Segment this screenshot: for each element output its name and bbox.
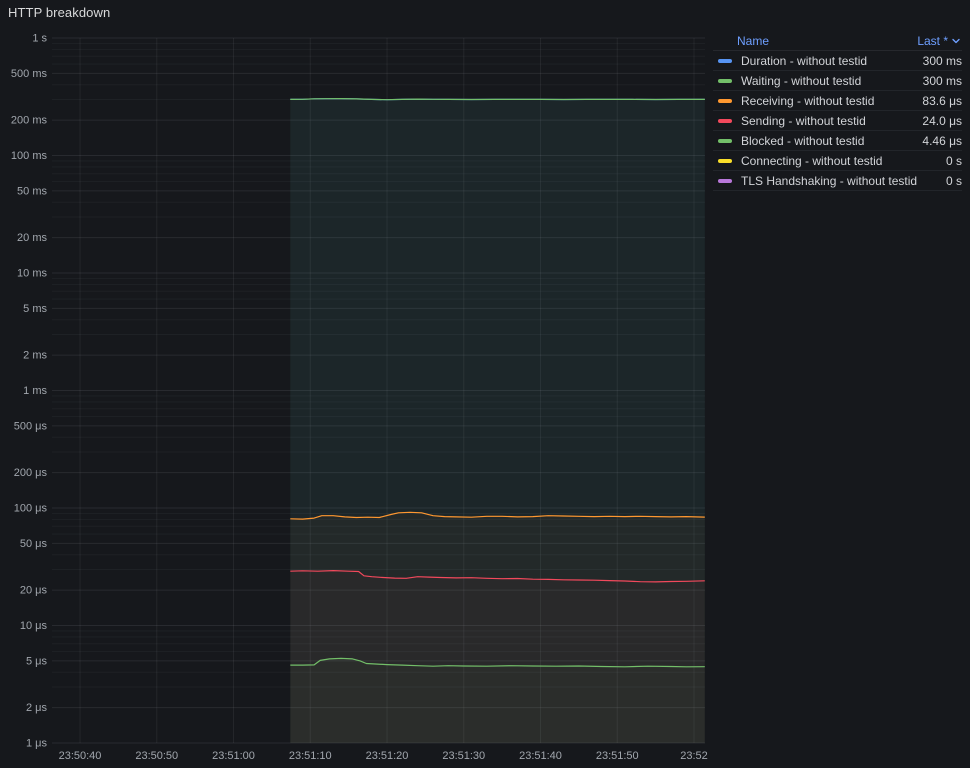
x-tick-label: 23:51:50 (596, 750, 639, 762)
y-tick-label: 200 μs (14, 467, 48, 479)
y-tick-label: 50 ms (17, 185, 47, 197)
series-name[interactable]: Connecting - without testid (741, 153, 883, 168)
series-last-value: 300 ms (922, 73, 962, 88)
legend-sort-last-label: Last * (917, 33, 948, 48)
series-line-waiting (290, 98, 705, 101)
series-last-value: 24.0 μs (922, 113, 962, 128)
legend-row[interactable]: Waiting - without testid 300 ms (713, 71, 962, 91)
y-tick-label: 5 μs (26, 655, 48, 667)
series-color-swatch (718, 138, 732, 143)
series-name[interactable]: Duration - without testid (741, 53, 868, 68)
y-tick-label: 200 ms (11, 115, 48, 127)
grid-vertical (79, 38, 695, 743)
y-tick-label: 100 ms (11, 150, 48, 162)
series-last-value: 300 ms (922, 53, 962, 68)
series-name[interactable]: Blocked - without testid (741, 133, 865, 148)
series-name[interactable]: Receiving - without testid (741, 93, 875, 108)
legend-row[interactable]: TLS Handshaking - without testid 0 s (713, 171, 962, 191)
series-name[interactable]: Waiting - without testid (741, 73, 862, 88)
y-tick-label: 1 s (32, 33, 47, 45)
x-tick-label: 23:51:00 (212, 750, 255, 762)
y-tick-label: 500 ms (11, 68, 48, 80)
legend-row[interactable]: Blocked - without testid 4.46 μs (713, 131, 962, 151)
chevron-down-icon (952, 38, 960, 43)
legend-table: Name Last * Duration - without testid 300… (713, 31, 962, 191)
series-last-value: 0 s (945, 173, 962, 188)
legend-header: Name Last * (713, 31, 962, 51)
x-tick-label: 23:51:20 (366, 750, 409, 762)
x-tick-label: 23:51:30 (442, 750, 485, 762)
x-tick-label: 23:52 (680, 750, 708, 762)
series-fill-blocked (290, 658, 705, 743)
series-color-swatch (718, 78, 732, 83)
x-tick-label: 23:51:40 (519, 750, 562, 762)
legend-row[interactable]: Connecting - without testid 0 s (713, 151, 962, 171)
series-last-value: 0 s (945, 153, 962, 168)
legend-row[interactable]: Duration - without testid 300 ms (713, 51, 962, 71)
legend-sort-name[interactable]: Name (737, 33, 770, 48)
series-color-swatch (718, 158, 732, 163)
y-tick-label: 100 μs (14, 503, 48, 515)
y-tick-label: 1 ms (23, 385, 47, 397)
panel-title[interactable]: HTTP breakdown (8, 5, 111, 20)
y-tick-label: 10 ms (17, 268, 47, 280)
x-axis-labels: 23:50:40 23:50:50 23:51:00 23:51:10 23:51:20… (59, 750, 708, 762)
y-tick-label: 20 ms (17, 232, 47, 244)
y-tick-label: 1 μs (26, 738, 48, 750)
series-name[interactable]: TLS Handshaking - without testid (741, 173, 918, 188)
series-line-sending (290, 570, 705, 583)
series-color-swatch (718, 58, 732, 63)
y-tick-label: 50 μs (20, 538, 48, 550)
legend-row[interactable]: Receiving - without testid 83.6 μs (713, 91, 962, 111)
y-tick-label: 500 μs (14, 420, 48, 432)
y-tick-label: 2 μs (26, 702, 48, 714)
y-tick-label: 2 ms (23, 350, 47, 362)
y-axis-labels: 1 s 500 ms 200 ms 100 ms 50 ms 20 ms 10 ms 5 ms… (11, 33, 48, 750)
x-tick-label: 23:50:50 (135, 750, 178, 762)
series-color-swatch (718, 98, 732, 103)
legend-sort-last[interactable]: Last * (917, 34, 962, 48)
legend-row[interactable]: Sending - without testid 24.0 μs (713, 111, 962, 131)
grid-horizontal (52, 37, 705, 744)
series-last-value: 83.6 μs (922, 93, 962, 108)
series-fill-waiting (290, 98, 705, 744)
x-tick-label: 23:51:10 (289, 750, 332, 762)
y-tick-label: 20 μs (20, 585, 48, 597)
series-fill-duration (290, 98, 705, 744)
series-last-value: 4.46 μs (922, 133, 962, 148)
y-tick-label: 5 ms (23, 303, 47, 315)
series-name[interactable]: Sending - without testid (741, 113, 866, 128)
series-line-receiving (290, 511, 705, 520)
series-color-swatch (718, 178, 732, 183)
legend-rows: Duration - without testid 300 ms Waiting -… (713, 51, 962, 191)
series-fills (290, 98, 705, 744)
series-line-blocked (290, 657, 705, 668)
y-tick-label: 10 μs (20, 620, 48, 632)
series-color-swatch (718, 118, 732, 123)
x-tick-label: 23:50:40 (59, 750, 102, 762)
series-lines (290, 98, 705, 668)
